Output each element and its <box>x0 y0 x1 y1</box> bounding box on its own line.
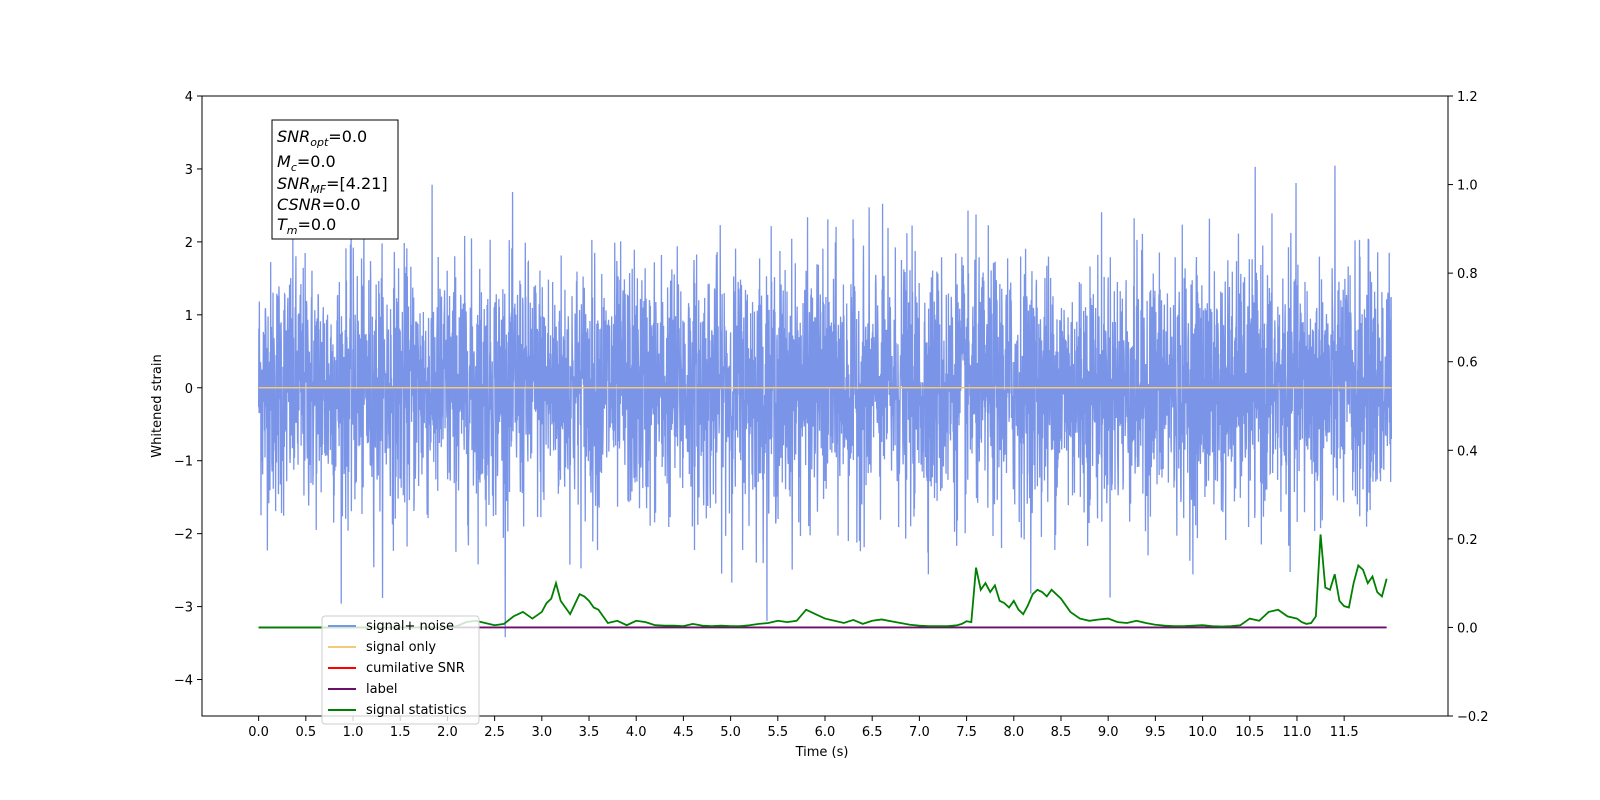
x-tick-label-20: 10.0 <box>1188 725 1217 740</box>
y-tick-label-2: 2 <box>185 236 193 251</box>
x-axis-label: Time (s) <box>795 745 849 760</box>
info-csnr: CSNR=0.0 <box>277 195 361 214</box>
y2-tick-label-6: 0.0 <box>1457 621 1478 636</box>
plot-marks <box>257 165 1393 638</box>
y2-tick-label-1: 1.0 <box>1457 179 1478 194</box>
x-tick-label-23: 11.5 <box>1330 725 1359 740</box>
y-tick-label-4: 0 <box>185 382 193 397</box>
x-tick-label-1: 0.5 <box>295 725 316 740</box>
legend-frame <box>321 615 480 725</box>
y-tick-label-5: −1 <box>174 455 193 470</box>
x-tick-label-14: 7.0 <box>909 725 930 740</box>
legend-label-cumilative-snr: cumilative SNR <box>366 661 465 676</box>
y2-tick-label-3: 0.6 <box>1457 356 1478 371</box>
y-tick-label-0: 4 <box>185 90 193 105</box>
x-tick-label-12: 6.0 <box>815 725 836 740</box>
y2-tick-label-2: 0.8 <box>1457 267 1478 282</box>
series-signal-noise-line <box>257 165 1393 638</box>
y2-tick-label-4: 0.4 <box>1457 444 1478 459</box>
x-tick-label-22: 11.0 <box>1282 725 1311 740</box>
x-tick-label-5: 2.5 <box>484 725 505 740</box>
legend-label-signal-noise: signal+ noise <box>366 619 454 634</box>
y-tick-label-3: 1 <box>185 309 193 324</box>
x-tick-label-11: 5.5 <box>767 725 788 740</box>
y-tick-label-8: −4 <box>174 674 193 689</box>
y-axis-right: 1.2 1.0 0.8 0.6 0.4 0.2 0.0 −0.2 <box>1448 90 1489 725</box>
y-axis-label: Whitened strain <box>150 354 165 457</box>
x-tick-label-6: 3.0 <box>531 725 552 740</box>
x-tick-label-19: 9.5 <box>1145 725 1166 740</box>
legend-label-signal-statistics: signal statistics <box>366 703 467 718</box>
y2-tick-label-7: −0.2 <box>1457 710 1489 725</box>
x-axis: 0.0 0.5 1.0 1.5 2.0 2.5 3.0 3.5 4.0 4.5 5.0 5.5 6.0 6… <box>248 716 1359 740</box>
series-signal-statistics-line <box>258 534 1388 629</box>
y-axis-left: 4 3 2 1 0 −1 −2 −3 −4 <box>174 90 202 689</box>
x-tick-label-7: 3.5 <box>579 725 600 740</box>
y-tick-label-7: −3 <box>174 601 193 616</box>
x-tick-label-16: 8.0 <box>1003 725 1024 740</box>
info-snr-opt: SNRopt=0.0 <box>277 127 367 149</box>
y-tick-label-6: −2 <box>174 528 193 543</box>
legend: signal+ noise signal only cumilative SNR… <box>321 615 480 725</box>
x-tick-label-15: 7.5 <box>956 725 977 740</box>
info-snr-mf: SNRMF=[4.21] <box>277 174 388 196</box>
x-tick-label-2: 1.0 <box>343 725 364 740</box>
x-tick-label-10: 5.0 <box>720 725 741 740</box>
y2-tick-label-5: 0.2 <box>1457 533 1478 548</box>
info-tm: Tm=0.0 <box>277 215 336 237</box>
legend-label-signal-only: signal only <box>366 640 436 655</box>
x-tick-label-3: 1.5 <box>390 725 411 740</box>
info-box-frame <box>271 119 399 240</box>
x-tick-label-13: 6.5 <box>862 725 883 740</box>
info-mc: Mc=0.0 <box>277 152 336 174</box>
x-tick-label-9: 4.5 <box>673 725 694 740</box>
x-tick-label-0: 0.0 <box>248 725 269 740</box>
x-tick-label-18: 9.0 <box>1098 725 1119 740</box>
x-tick-label-17: 8.5 <box>1051 725 1072 740</box>
x-tick-label-8: 4.0 <box>626 725 647 740</box>
legend-label-label: label <box>366 682 397 697</box>
y-tick-label-1: 3 <box>185 163 193 178</box>
info-box: SNRopt=0.0 Mc=0.0 SNRMF=[4.21] CSNR=0.0 … <box>271 119 399 240</box>
x-tick-label-21: 10.5 <box>1235 725 1264 740</box>
y2-tick-label-0: 1.2 <box>1457 90 1478 105</box>
x-tick-label-4: 2.0 <box>437 725 458 740</box>
